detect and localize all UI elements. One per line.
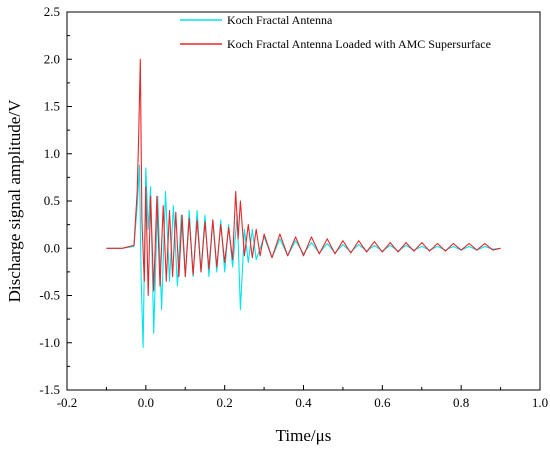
y-tick-label: 2.5 (44, 4, 60, 19)
legend: Koch Fractal Antenna Koch Fractal Antenn… (180, 13, 491, 51)
y-tick-label: -1.5 (39, 382, 60, 397)
y-tick-label: 0.0 (44, 240, 60, 255)
x-axis-title: Time/μs (276, 426, 332, 445)
y-tick-label: 1.5 (44, 99, 60, 114)
legend-label-koch: Koch Fractal Antenna (227, 13, 333, 27)
y-axis-title: Discharge signal amplitude/V (5, 99, 24, 302)
series-line-1 (106, 58, 501, 297)
x-tick-label: 0.8 (453, 395, 469, 410)
x-tick-label: 0.0 (138, 395, 154, 410)
y-tick-label: 1.0 (44, 146, 60, 161)
x-tick-label: 0.6 (374, 395, 391, 410)
x-tick-label: 1.0 (532, 395, 548, 410)
x-tick-label: -0.2 (57, 395, 78, 410)
y-tick-label: -1.0 (39, 335, 60, 350)
x-tick-label: 0.4 (295, 395, 312, 410)
legend-label-koch-amc: Koch Fractal Antenna Loaded with AMC Sup… (227, 37, 491, 51)
y-tick-label: 2.0 (44, 51, 60, 66)
x-tick-label: 0.2 (217, 395, 233, 410)
ticks-layer: -0.2 0.0 0.2 0.4 0.6 0.8 1.0 2.5 2.0 1.5 1.0 0.5 0.0… (39, 4, 548, 410)
y-tick-label: -0.5 (39, 288, 60, 303)
y-tick-label: 0.5 (44, 193, 60, 208)
plot-content (106, 58, 501, 349)
